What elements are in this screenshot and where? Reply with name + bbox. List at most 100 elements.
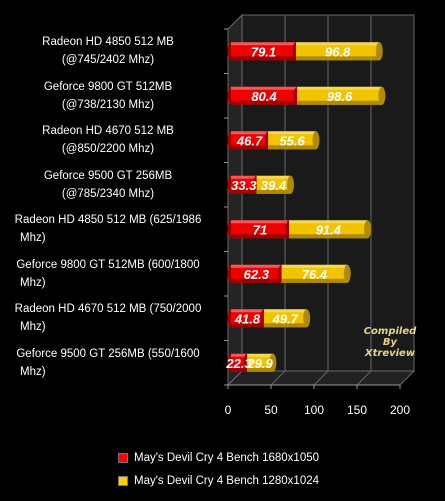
category-label-line: (@785/2340 Mhz) (61, 187, 155, 200)
legend-label-1680: May's Devil Cry 4 Bench 1680x1050 (134, 452, 320, 464)
bar-1680-highlight (231, 131, 269, 135)
data-label-1280: 76.4 (302, 267, 328, 282)
watermark: Compiled By Xtreview (355, 326, 425, 359)
bar-1280-cap (287, 175, 295, 194)
category-label: Radeon HD 4670 512 MB (750/2000 Mhz) (0, 300, 216, 336)
bar-1280-cap (378, 86, 386, 105)
bar-1680-highlight (231, 42, 297, 46)
bar-1280 (297, 86, 382, 105)
data-label-1280: 49.7 (272, 311, 299, 326)
category-label: Radeon HD 4850 512 MB (625/1986 Mhz) (0, 211, 216, 247)
data-label-1680: 80.4 (251, 89, 277, 104)
category-label-line: Radeon HD 4850 512 MB (625/1986 (14, 214, 202, 227)
bar-1280-highlight (263, 309, 307, 313)
bar-1680 (231, 220, 290, 239)
category-label: Geforce 9500 GT 256MB (@785/2340 Mhz) (0, 167, 216, 203)
category-label-line: Geforce 9500 GT 256MB (550/1600 (16, 347, 200, 360)
bar-1680 (231, 131, 269, 150)
bar-1280-shade (263, 323, 307, 328)
bar-1280-shade (296, 56, 380, 61)
bar-1680 (231, 353, 248, 372)
data-label-1680: 79.1 (251, 44, 276, 59)
category-label-line: Mhz) (20, 321, 46, 334)
bar-1280-cap (312, 131, 320, 150)
bar-1280-cap (364, 220, 372, 239)
bar-1680-highlight (231, 309, 264, 313)
gridline-floor (356, 370, 372, 386)
bar-1280-highlight (268, 131, 316, 135)
bar-1680-shade (231, 56, 297, 61)
data-label-1680: 41.8 (234, 311, 261, 326)
category-label: Radeon HD 4670 512 MB (@850/2200 Mhz) (0, 122, 216, 158)
bar-1280 (263, 309, 307, 328)
bar-1280-shade (256, 189, 291, 194)
data-label-1280: 55.6 (279, 133, 305, 148)
data-label-1680: 22.3 (225, 356, 252, 371)
data-label-1280: 96.8 (325, 44, 351, 59)
category-label-line: Radeon HD 4670 512 MB (750/2000 (14, 303, 202, 316)
data-label-1680: 62.3 (244, 267, 270, 282)
category-label-line: Mhz) (20, 276, 46, 289)
bar-1680 (231, 175, 257, 194)
data-label-1680: 33.3 (231, 178, 257, 193)
bar-1280-shade (297, 100, 382, 105)
category-label: Radeon HD 4850 512 MB (@745/2402 Mhz) (0, 33, 216, 69)
category-label-line: Geforce 9800 GT 512MB (43, 80, 173, 93)
bar-1680-highlight (231, 264, 282, 268)
bar-1280-shade (268, 145, 316, 150)
category-label: Geforce 9800 GT 512MB (@738/2130 Mhz) (0, 78, 216, 114)
watermark-line-3: Xtreview (364, 348, 416, 359)
watermark-line-1: Compiled (363, 326, 417, 337)
x-tick-label: 0 (225, 403, 232, 417)
category-label-line: (@738/2130 Mhz) (61, 98, 155, 111)
category-label-line: (@745/2402 Mhz) (61, 54, 155, 67)
bar-1680-highlight (231, 175, 257, 179)
data-label-1680: 71 (253, 222, 267, 237)
legend-item-1680: May's Devil Cry 4 Bench 1680x1050 (118, 452, 319, 464)
bar-1280-highlight (297, 86, 382, 90)
bar-1680-highlight (231, 353, 248, 357)
bar-1680-highlight (231, 220, 290, 224)
bar-1680-shade (231, 323, 264, 328)
bar-1280-cap (303, 309, 311, 328)
bar-1280 (289, 220, 368, 239)
category-label: Geforce 9500 GT 256MB (550/1600 Mhz) (0, 345, 216, 381)
category-label-line: Radeon HD 4670 512 MB (42, 125, 174, 138)
gridline-floor (270, 370, 286, 386)
bar-1680-shade (231, 278, 282, 283)
x-tick-label: 150 (347, 403, 367, 417)
data-label-1280: 39.4 (261, 178, 287, 193)
bar-1280 (296, 42, 380, 61)
bar-1680-shade (231, 367, 248, 372)
bar-1280-highlight (289, 220, 368, 224)
bar-1680-shade (231, 100, 298, 105)
category-label-line: Mhz) (20, 232, 46, 245)
data-label-1280: 98.6 (327, 89, 353, 104)
bar-1280-cap (343, 264, 351, 283)
data-label-1280: 29.9 (246, 356, 273, 371)
category-label-line: Geforce 9500 GT 256MB (43, 169, 173, 182)
category-label-line: Radeon HD 4850 512 MB (42, 36, 174, 49)
bar-1680-shade (231, 145, 269, 150)
left-wall (227, 13, 243, 387)
bar-1680 (231, 264, 282, 283)
bar-1280-highlight (247, 353, 273, 357)
category-label-line: Mhz) (20, 365, 46, 378)
bar-1280-highlight (296, 42, 380, 46)
bar-1680 (231, 309, 264, 328)
bar-1280-shade (281, 278, 348, 283)
bar-1280-shade (247, 367, 273, 372)
bar-1280 (281, 264, 348, 283)
category-label-line: (@850/2200 Mhz) (61, 143, 155, 156)
x-tick-label: 100 (304, 403, 324, 417)
gridline-floor (313, 370, 329, 386)
category-label-line: Geforce 9800 GT 512MB (600/1800 (16, 258, 200, 271)
data-label-1280: 91.4 (316, 222, 342, 237)
bar-1280 (268, 131, 316, 150)
legend-label-1280: May's Devil Cry 4 Bench 1280x1024 (134, 475, 320, 487)
bar-1280-shade (289, 234, 368, 239)
data-label-1680: 46.7 (236, 133, 263, 148)
category-label: Geforce 9800 GT 512MB (600/1800 Mhz) (0, 256, 216, 292)
bar-1680 (231, 86, 298, 105)
